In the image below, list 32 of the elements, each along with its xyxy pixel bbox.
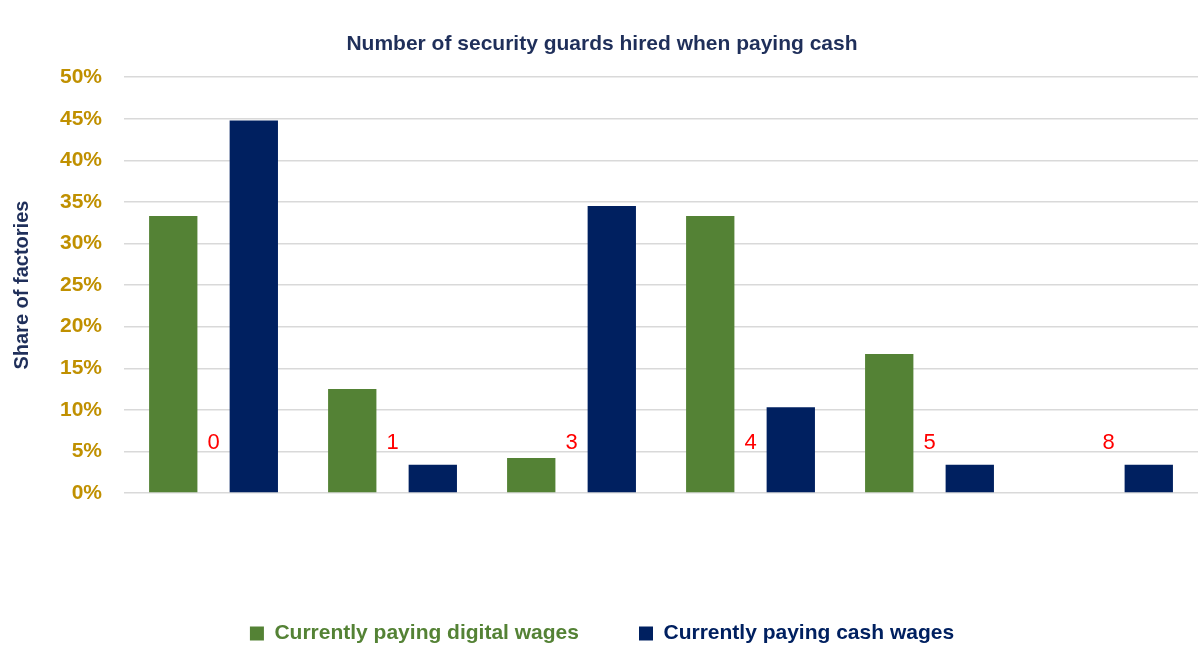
y-tick-label: 25%: [60, 271, 103, 295]
bar: [587, 206, 636, 493]
bar: [766, 407, 815, 493]
chart-title: Number of security guards hired when paying cash: [346, 31, 858, 55]
y-tick-label: 5%: [71, 438, 103, 462]
y-tick-label: 45%: [60, 105, 103, 129]
legend-label: Currently paying digital wages: [274, 620, 579, 644]
bar: [507, 458, 556, 493]
x-tick-label: 1: [386, 429, 399, 455]
x-tick-label: 3: [565, 429, 578, 455]
x-tick-label: 4: [744, 429, 757, 455]
y-tick-label: 50%: [60, 64, 103, 87]
y-tick-label: 10%: [60, 396, 103, 420]
x-tick-label: 0: [207, 429, 220, 455]
legend-label: Currently paying cash wages: [663, 620, 955, 644]
bar: [1124, 464, 1173, 493]
bar: [686, 216, 735, 493]
x-tick-label: 8: [1102, 429, 1115, 455]
bar: [229, 120, 278, 493]
bar: [408, 464, 457, 493]
bar: [945, 464, 994, 493]
y-tick-label: 15%: [60, 355, 103, 379]
y-tick-label: 20%: [60, 313, 103, 337]
y-tick-label: 30%: [60, 230, 103, 254]
y-axis-title: Share of factories: [9, 200, 32, 370]
x-tick-label: 5: [923, 429, 936, 455]
y-tick-label: 40%: [60, 147, 103, 171]
bar: [149, 216, 198, 493]
y-tick-label: 35%: [60, 188, 103, 212]
y-tick-label: 0%: [71, 479, 103, 503]
bar: [865, 354, 914, 493]
bar: [328, 389, 377, 493]
